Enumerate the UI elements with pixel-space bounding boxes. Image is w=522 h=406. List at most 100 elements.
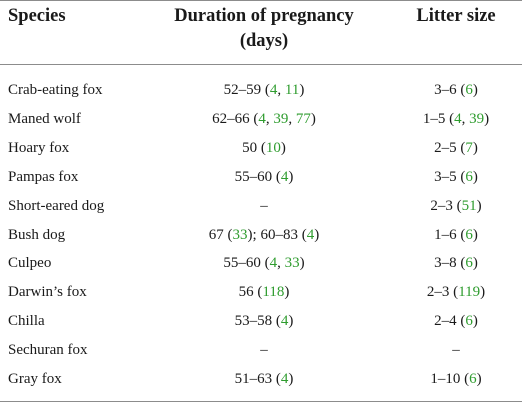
reference-number[interactable]: 77 — [295, 110, 311, 127]
litter-size-cell: 1–5 (4, 39) — [398, 105, 514, 134]
table-row: Maned wolf 62–66 (4, 39, 77) 1–5 (4, 39) — [0, 105, 522, 134]
species-cell: Pampas fox — [8, 168, 79, 185]
litter-size-cell: 2–5 (7) — [398, 134, 514, 163]
pregnancy-cell: 51–63 (4) — [157, 365, 371, 394]
cell-text: , — [265, 110, 274, 127]
reference-number[interactable]: 4 — [280, 313, 289, 330]
cell-text: , — [277, 82, 285, 98]
header-litter-size: Litter size — [416, 6, 496, 26]
reference-number[interactable]: 11 — [284, 82, 300, 98]
cell-text: 1–10 ( — [430, 371, 470, 387]
cell-text: 51–63 ( — [234, 371, 281, 387]
cell-text: ) — [288, 168, 294, 185]
reference-number[interactable]: 4 — [306, 226, 315, 243]
reference-number[interactable]: 118 — [262, 284, 285, 301]
cell-text: , — [461, 110, 470, 127]
pregnancy-cell: 53–58 (4) — [157, 307, 371, 336]
cell-text: ); 60–83 ( — [247, 226, 307, 243]
table-row: Culpeo 55–60 (4, 33) 3–8 (6) — [0, 249, 522, 278]
cell-text: ) — [472, 255, 478, 272]
litter-size-cell: 2–4 (6) — [398, 307, 514, 336]
cell-text: ) — [288, 371, 294, 387]
cell-text: ) — [299, 255, 305, 272]
cell-text: 62–66 ( — [212, 110, 259, 127]
litter-size-cell: 2–3 (51) — [398, 192, 514, 221]
species-cell: Short-eared dog — [8, 197, 105, 214]
pregnancy-cell: 55–60 (4) — [157, 163, 371, 192]
cell-text: ) — [472, 226, 478, 243]
species-cell: Gray fox — [8, 371, 62, 387]
reference-number[interactable]: 10 — [265, 139, 281, 156]
reference-number[interactable]: 6 — [469, 371, 477, 387]
cell-text: ) — [480, 284, 486, 301]
cell-text: 2–3 ( — [430, 197, 462, 214]
reference-number[interactable]: 7 — [465, 139, 473, 156]
header-pregnancy-line1: Duration of pregnancy — [174, 6, 354, 26]
litter-size-cell: 3–5 (6) — [398, 163, 514, 192]
litter-size-cell: 2–3 (119) — [398, 278, 514, 307]
cell-text: 56 ( — [238, 284, 263, 301]
reference-number[interactable]: 6 — [465, 226, 473, 243]
reference-number[interactable]: 4 — [269, 255, 278, 272]
cell-text: ) — [284, 284, 290, 301]
cell-text: 3–5 ( — [434, 168, 466, 185]
table-row: Chilla 53–58 (4) 2–4 (6) — [0, 307, 522, 336]
cell-text: – — [260, 197, 268, 214]
cell-text: ) — [472, 168, 478, 185]
cell-text: 2–3 ( — [426, 284, 459, 301]
reference-number[interactable]: 33 — [284, 255, 300, 272]
cell-text: 50 ( — [242, 139, 266, 156]
cell-text: 2–4 ( — [434, 313, 466, 330]
cell-text: 52–59 ( — [223, 82, 270, 98]
cell-text: ) — [310, 110, 316, 127]
reference-number[interactable]: 39 — [273, 110, 289, 127]
species-cell: Hoary fox — [8, 139, 70, 156]
cell-text: 53–58 ( — [234, 313, 281, 330]
reference-number[interactable]: 4 — [280, 371, 289, 387]
cell-text: – — [260, 342, 268, 359]
species-cell: Sechuran fox — [8, 342, 88, 359]
table-row: Crab-eating fox 52–59 (4, 11) 3–6 (6) — [0, 76, 522, 105]
bottom-rule — [0, 401, 522, 402]
species-cell: Darwin’s fox — [8, 284, 87, 301]
litter-size-cell: 3–6 (6) — [398, 76, 514, 105]
cell-text: , — [288, 110, 296, 127]
pregnancy-cell: 62–66 (4, 39, 77) — [157, 105, 371, 134]
reference-number[interactable]: 6 — [465, 82, 473, 98]
cell-text: 67 ( — [208, 226, 233, 243]
reference-number[interactable]: 6 — [465, 168, 473, 185]
litter-size-cell: 1–10 (6) — [398, 365, 514, 394]
cell-text: ) — [280, 139, 286, 156]
reference-number[interactable]: 33 — [232, 226, 248, 243]
header-pregnancy: Duration of pregnancy (days) — [157, 4, 371, 54]
table-row: Darwin’s fox 56 (118) 2–3 (119) — [0, 278, 522, 307]
reference-number[interactable]: 51 — [461, 197, 477, 214]
litter-size-cell: 3–8 (6) — [398, 249, 514, 278]
table-row: Short-eared dog – 2–3 (51) — [0, 192, 522, 221]
reference-number[interactable]: 4 — [280, 168, 289, 185]
pregnancy-cell: 67 (33); 60–83 (4) — [157, 221, 371, 250]
species-cell: Chilla — [8, 313, 45, 330]
litter-size-cell: – — [398, 336, 514, 365]
reference-number[interactable]: 39 — [469, 110, 485, 127]
reference-number[interactable]: 4 — [269, 82, 278, 98]
cell-text: 3–6 ( — [434, 82, 466, 98]
reference-number[interactable]: 4 — [454, 110, 462, 127]
litter-size-cell: 1–6 (6) — [398, 221, 514, 250]
table-row: Hoary fox 50 (10) 2–5 (7) — [0, 134, 522, 163]
cell-text: , — [277, 255, 285, 272]
reference-number[interactable]: 4 — [258, 110, 266, 127]
reference-number[interactable]: 6 — [465, 255, 473, 272]
header-pregnancy-line2: (days) — [239, 31, 289, 51]
reference-number[interactable]: 119 — [458, 284, 481, 301]
table-row: Sechuran fox – – — [0, 336, 522, 365]
cell-text: – — [452, 342, 460, 359]
reference-number[interactable]: 6 — [465, 313, 473, 330]
cell-text: 1–6 ( — [434, 226, 466, 243]
pregnancy-cell: 50 (10) — [157, 134, 371, 163]
cell-text: ) — [476, 197, 482, 214]
cell-text: ) — [288, 313, 294, 330]
header-species: Species — [8, 6, 66, 26]
cell-text: 3–8 ( — [434, 255, 466, 272]
pregnancy-cell: – — [157, 336, 371, 365]
